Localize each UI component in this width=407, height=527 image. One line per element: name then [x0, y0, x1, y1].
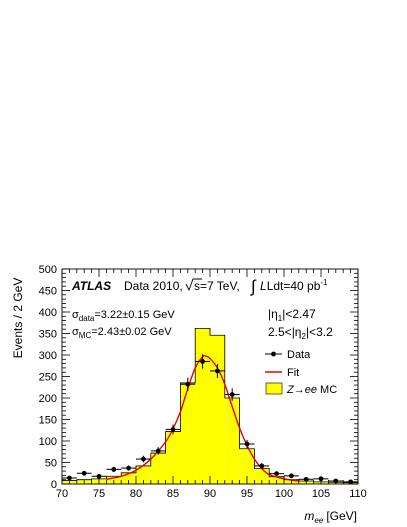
eta1-annotation: |η1|<2.47	[268, 307, 316, 323]
mc-bar	[224, 398, 240, 484]
mc-bar	[121, 472, 136, 484]
legend-data-label: Data	[287, 349, 311, 361]
sigma-data-annotation: σdata=3.22±0.15 GeV	[72, 309, 175, 323]
legend-mc-swatch	[265, 382, 283, 395]
data-point	[141, 456, 146, 462]
data-point	[170, 426, 176, 432]
data-point	[303, 476, 309, 482]
integral-symbol: ∫	[250, 277, 257, 296]
x-tick-label: 110	[349, 488, 367, 500]
header-text: Data 2010,	[124, 279, 183, 293]
x-tick-label: 70	[56, 488, 68, 500]
data-point	[259, 463, 265, 469]
atlas-label: ATLAS	[71, 279, 111, 293]
y-tick-label: 500	[39, 264, 57, 276]
y-tick-label: 300	[39, 350, 57, 362]
data-point	[215, 368, 220, 374]
data-point	[274, 471, 279, 477]
data-point	[244, 441, 250, 447]
mc-bar	[150, 453, 166, 484]
data-point	[229, 392, 235, 397]
y-tick-label: 250	[39, 372, 57, 384]
header-sqrt-s: s=7 TeV,	[194, 279, 240, 293]
data-point	[81, 470, 87, 476]
legend: Data Fit Z→ee MC	[265, 349, 337, 396]
data-point	[126, 465, 131, 471]
x-axis-label-var: m	[304, 509, 314, 523]
data-point	[67, 475, 72, 481]
sqrt-symbol	[185, 278, 202, 292]
data-point	[185, 381, 191, 387]
data-point	[200, 359, 206, 364]
y-tick-label: 200	[39, 393, 57, 405]
x-axis-label-unit: [GeV]	[326, 509, 357, 523]
data-point	[155, 448, 161, 454]
mc-bar	[165, 431, 181, 484]
x-tick-label: 90	[204, 488, 216, 500]
mc-bar	[210, 335, 225, 484]
header-lumi-exp: -1	[320, 278, 328, 287]
mc-bar	[239, 448, 255, 484]
header-lumi-rest: Ldt=40 pb	[267, 279, 321, 293]
data-point	[289, 473, 294, 479]
y-tick-label: 450	[39, 286, 57, 298]
x-tick-label: 105	[312, 488, 330, 500]
mc-bar	[195, 328, 210, 484]
mc-bar	[136, 465, 151, 484]
y-tick-label: 350	[39, 329, 57, 341]
x-tick-label: 75	[93, 488, 105, 500]
x-tick-label: 100	[275, 488, 293, 500]
mc-bar	[180, 382, 196, 484]
sigma-mc-annotation: σMC=2.43±0.02 GeV	[72, 326, 172, 340]
x-tick-label: 95	[241, 488, 253, 500]
y-tick-label: 0	[51, 479, 57, 491]
plot-area: 70 75 80 85 90 95 100 105 110 0 50 100 150 200 250 300 3…	[39, 264, 367, 500]
legend-data-marker	[271, 351, 276, 357]
y-axis-label: Events / 2 GeV	[11, 278, 25, 359]
eta2-annotation: 2.5<|η2|<3.2	[268, 325, 333, 341]
data-point	[111, 466, 117, 472]
y-tick-label: 100	[39, 436, 57, 448]
legend-mc-label: Z→ee MC	[286, 384, 337, 396]
y-tick-label: 50	[45, 458, 57, 470]
y-tick-label: 150	[39, 415, 57, 427]
x-axis-label-sub: ee	[314, 516, 323, 525]
x-tick-label: 85	[167, 488, 179, 500]
x-tick-label: 80	[130, 488, 142, 500]
y-tick-label: 400	[39, 307, 57, 319]
x-axis-label: mee [GeV]	[304, 509, 357, 525]
header-lumi: LLdt=40 pb-1	[260, 278, 328, 293]
legend-fit-label: Fit	[287, 367, 299, 379]
